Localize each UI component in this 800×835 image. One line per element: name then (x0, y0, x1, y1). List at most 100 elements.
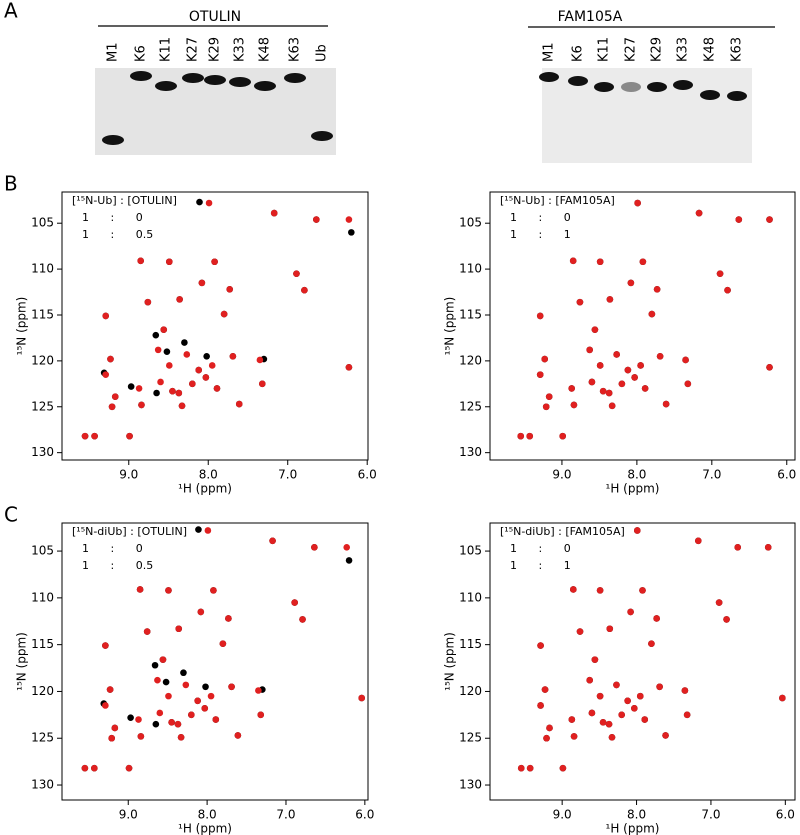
legend-title: [¹⁵N-diUb] : [FAM105A] (500, 525, 625, 538)
nmr-peak (157, 378, 164, 386)
nmr-peak (695, 209, 703, 217)
nmr-peak (108, 403, 116, 411)
nmr-peak (641, 385, 649, 392)
nmr-peak (195, 366, 203, 374)
y-tick-label: 115 (459, 307, 482, 321)
lane-label: M1 (106, 43, 121, 63)
nmr-peak (606, 625, 614, 633)
nmr-peak (153, 389, 160, 397)
lane-label: K48 (258, 37, 273, 62)
gel-title: OTULIN (189, 9, 241, 25)
gel-band (130, 71, 152, 81)
x-tick-label: 9.0 (119, 468, 138, 482)
nmr-peak (180, 669, 187, 677)
legend-entry: 1 : 0 (510, 542, 571, 555)
nmr-peak (542, 403, 550, 411)
gel-band (539, 72, 559, 82)
nmr-peak (764, 544, 772, 551)
y-axis-label: ¹⁵N (ppm) (15, 632, 29, 691)
y-tick-label: 125 (459, 399, 482, 413)
nmr-peak (694, 537, 702, 545)
x-tick-label: 8.0 (199, 468, 218, 482)
gel-band (229, 77, 251, 87)
nmr-peak (570, 733, 578, 740)
nmr-peak (656, 683, 663, 691)
nmr-peak (613, 351, 620, 358)
nmr-peak (291, 599, 298, 606)
y-tick-label: 105 (31, 544, 54, 558)
gel-band (254, 81, 276, 91)
plot-frame (61, 522, 369, 801)
lane-label: K29 (650, 37, 665, 62)
y-tick-label: 115 (31, 637, 54, 651)
nmr-peak (126, 432, 133, 440)
legend-title: [¹⁵N-Ub] : [OTULIN] (72, 194, 177, 207)
lane-label: K27 (186, 37, 201, 62)
x-tick-label: 7.0 (702, 468, 721, 482)
y-tick-label: 120 (31, 353, 54, 367)
x-tick-label: 8.0 (627, 808, 646, 822)
nmr-peak (154, 346, 162, 354)
nmr-peak (136, 586, 144, 593)
legend-entry: 1 : 0 (82, 211, 143, 224)
y-axis-label: ¹⁵N (ppm) (15, 297, 29, 356)
nmr-peak (631, 374, 638, 381)
nmr-peak (293, 270, 300, 277)
x-tick-label: 9.0 (119, 808, 138, 822)
nmr-peak (526, 764, 534, 772)
lane-label: K33 (676, 37, 691, 62)
nmr-peak (102, 312, 110, 320)
nmr-peak (656, 352, 664, 360)
nmr-peak (358, 694, 365, 702)
nmr-peak (683, 711, 691, 719)
x-tick-label: 7.0 (278, 468, 297, 482)
lane-label: Ub (315, 44, 330, 62)
nmr-peak (715, 599, 723, 606)
nmr-peak (151, 661, 159, 669)
lane-label: K29 (208, 37, 223, 62)
nmr-peak (204, 527, 212, 534)
y-tick-label: 130 (459, 778, 482, 792)
gel-band (647, 82, 667, 92)
y-tick-label: 110 (31, 262, 54, 276)
nmr-peak (559, 764, 567, 772)
nmr-peak (546, 724, 553, 732)
nmr-peak (111, 724, 119, 732)
nmr-peak (154, 676, 161, 684)
x-tick-label: 9.0 (553, 808, 572, 822)
nmr-peak (168, 719, 175, 726)
nmr-peak (127, 714, 134, 721)
legend-entry: 1 : 0.5 (82, 228, 153, 241)
lane-label: K11 (159, 37, 174, 62)
nmr-peak (537, 642, 544, 649)
nmr-peak (301, 286, 308, 294)
nmr-peak (716, 270, 724, 277)
nmr-peak (255, 687, 262, 694)
legend-entry: 1 : 0 (510, 211, 571, 224)
nmr-peak (343, 544, 351, 551)
x-tick-label: 7.0 (276, 808, 295, 822)
y-tick-label: 125 (31, 731, 54, 745)
nmr-peak (624, 697, 631, 705)
nmr-peak (156, 709, 164, 717)
nmr-peak (196, 198, 203, 206)
nmr-peak (311, 544, 318, 551)
y-tick-label: 130 (459, 445, 482, 459)
nmr-peak (735, 216, 743, 223)
y-tick-label: 130 (31, 778, 54, 792)
nmr-peak (202, 683, 209, 691)
nmr-peak (568, 716, 576, 723)
gel-band (311, 131, 333, 141)
nmr-peak (175, 625, 183, 633)
nmr-peak (576, 628, 584, 635)
nmr-peak (91, 432, 98, 440)
nmr-peak (624, 366, 632, 374)
lane-label: K6 (571, 45, 586, 62)
gel-band (155, 81, 177, 91)
nmr-peak (591, 326, 599, 333)
gel-band (568, 76, 588, 86)
x-tick-label: 6.0 (776, 808, 795, 822)
legend-entry: 1 : 1 (510, 559, 571, 572)
plot-frame (61, 191, 369, 461)
